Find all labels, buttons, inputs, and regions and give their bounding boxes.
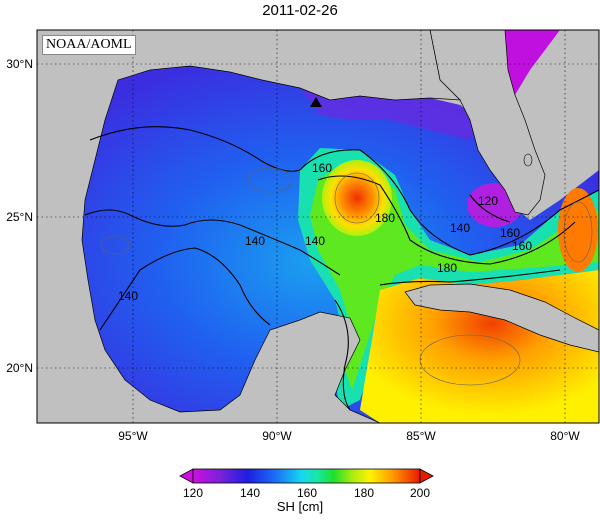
minor-contours (100, 167, 593, 386)
colorbar-min-arrow (179, 468, 194, 484)
lat-tick: 30°N (6, 57, 33, 71)
contour-label: 140 (450, 221, 470, 235)
land-islet (523, 153, 533, 167)
low-sh-atlantic (505, 30, 560, 95)
land-us-coast (37, 30, 461, 423)
contour-label: 180 (375, 211, 395, 225)
contour-label: 140 (118, 289, 138, 303)
lat-tick: 25°N (6, 210, 33, 224)
contour-label: 140 (305, 234, 325, 248)
colorbar-ticks: 120 140 160 180 200 (183, 486, 430, 500)
contour-label: 160 (500, 226, 520, 240)
colorbar-tick: 180 (354, 486, 374, 500)
land-florida (429, 30, 546, 216)
contour-label: 120 (478, 194, 498, 208)
colorbar-tick: 120 (183, 486, 203, 500)
contour-label-group: 120 140 140 140 140 160 160 160 180 180 (118, 161, 532, 303)
longitude-ticks: 95°W 90°W 85°W 80°W (118, 429, 580, 443)
latitude-ticks: 30°N 25°N 20°N (6, 57, 33, 375)
colorbar-tick: 160 (297, 486, 317, 500)
map-title: 2011-02-26 (262, 2, 338, 19)
triangle-icon (310, 97, 322, 107)
colorbar-max-arrow (419, 468, 434, 484)
lon-tick: 80°W (550, 429, 580, 443)
colorbar-tick: 140 (240, 486, 260, 500)
contour-label: 160 (312, 161, 332, 175)
credit-label: NOAA/AOML (42, 35, 136, 55)
lon-tick: 90°W (262, 429, 292, 443)
lat-tick: 20°N (6, 361, 33, 375)
gridlines (37, 30, 599, 423)
low-sh-north (300, 88, 480, 140)
colorbar-label: SH [cm] (276, 499, 324, 514)
map-frame (36, 29, 600, 424)
contour-label: 180 (437, 261, 457, 275)
colorbar-tick: 200 (410, 486, 430, 500)
land-cuba (404, 283, 599, 353)
contour-label: 140 (245, 234, 265, 248)
lon-tick: 95°W (118, 429, 148, 443)
colorbar-scale (192, 468, 421, 484)
contour-label: 160 (512, 239, 532, 253)
colorbar: 120 140 160 180 200 (179, 468, 434, 500)
lon-tick: 85°W (406, 429, 436, 443)
warm-core-east (558, 188, 598, 272)
